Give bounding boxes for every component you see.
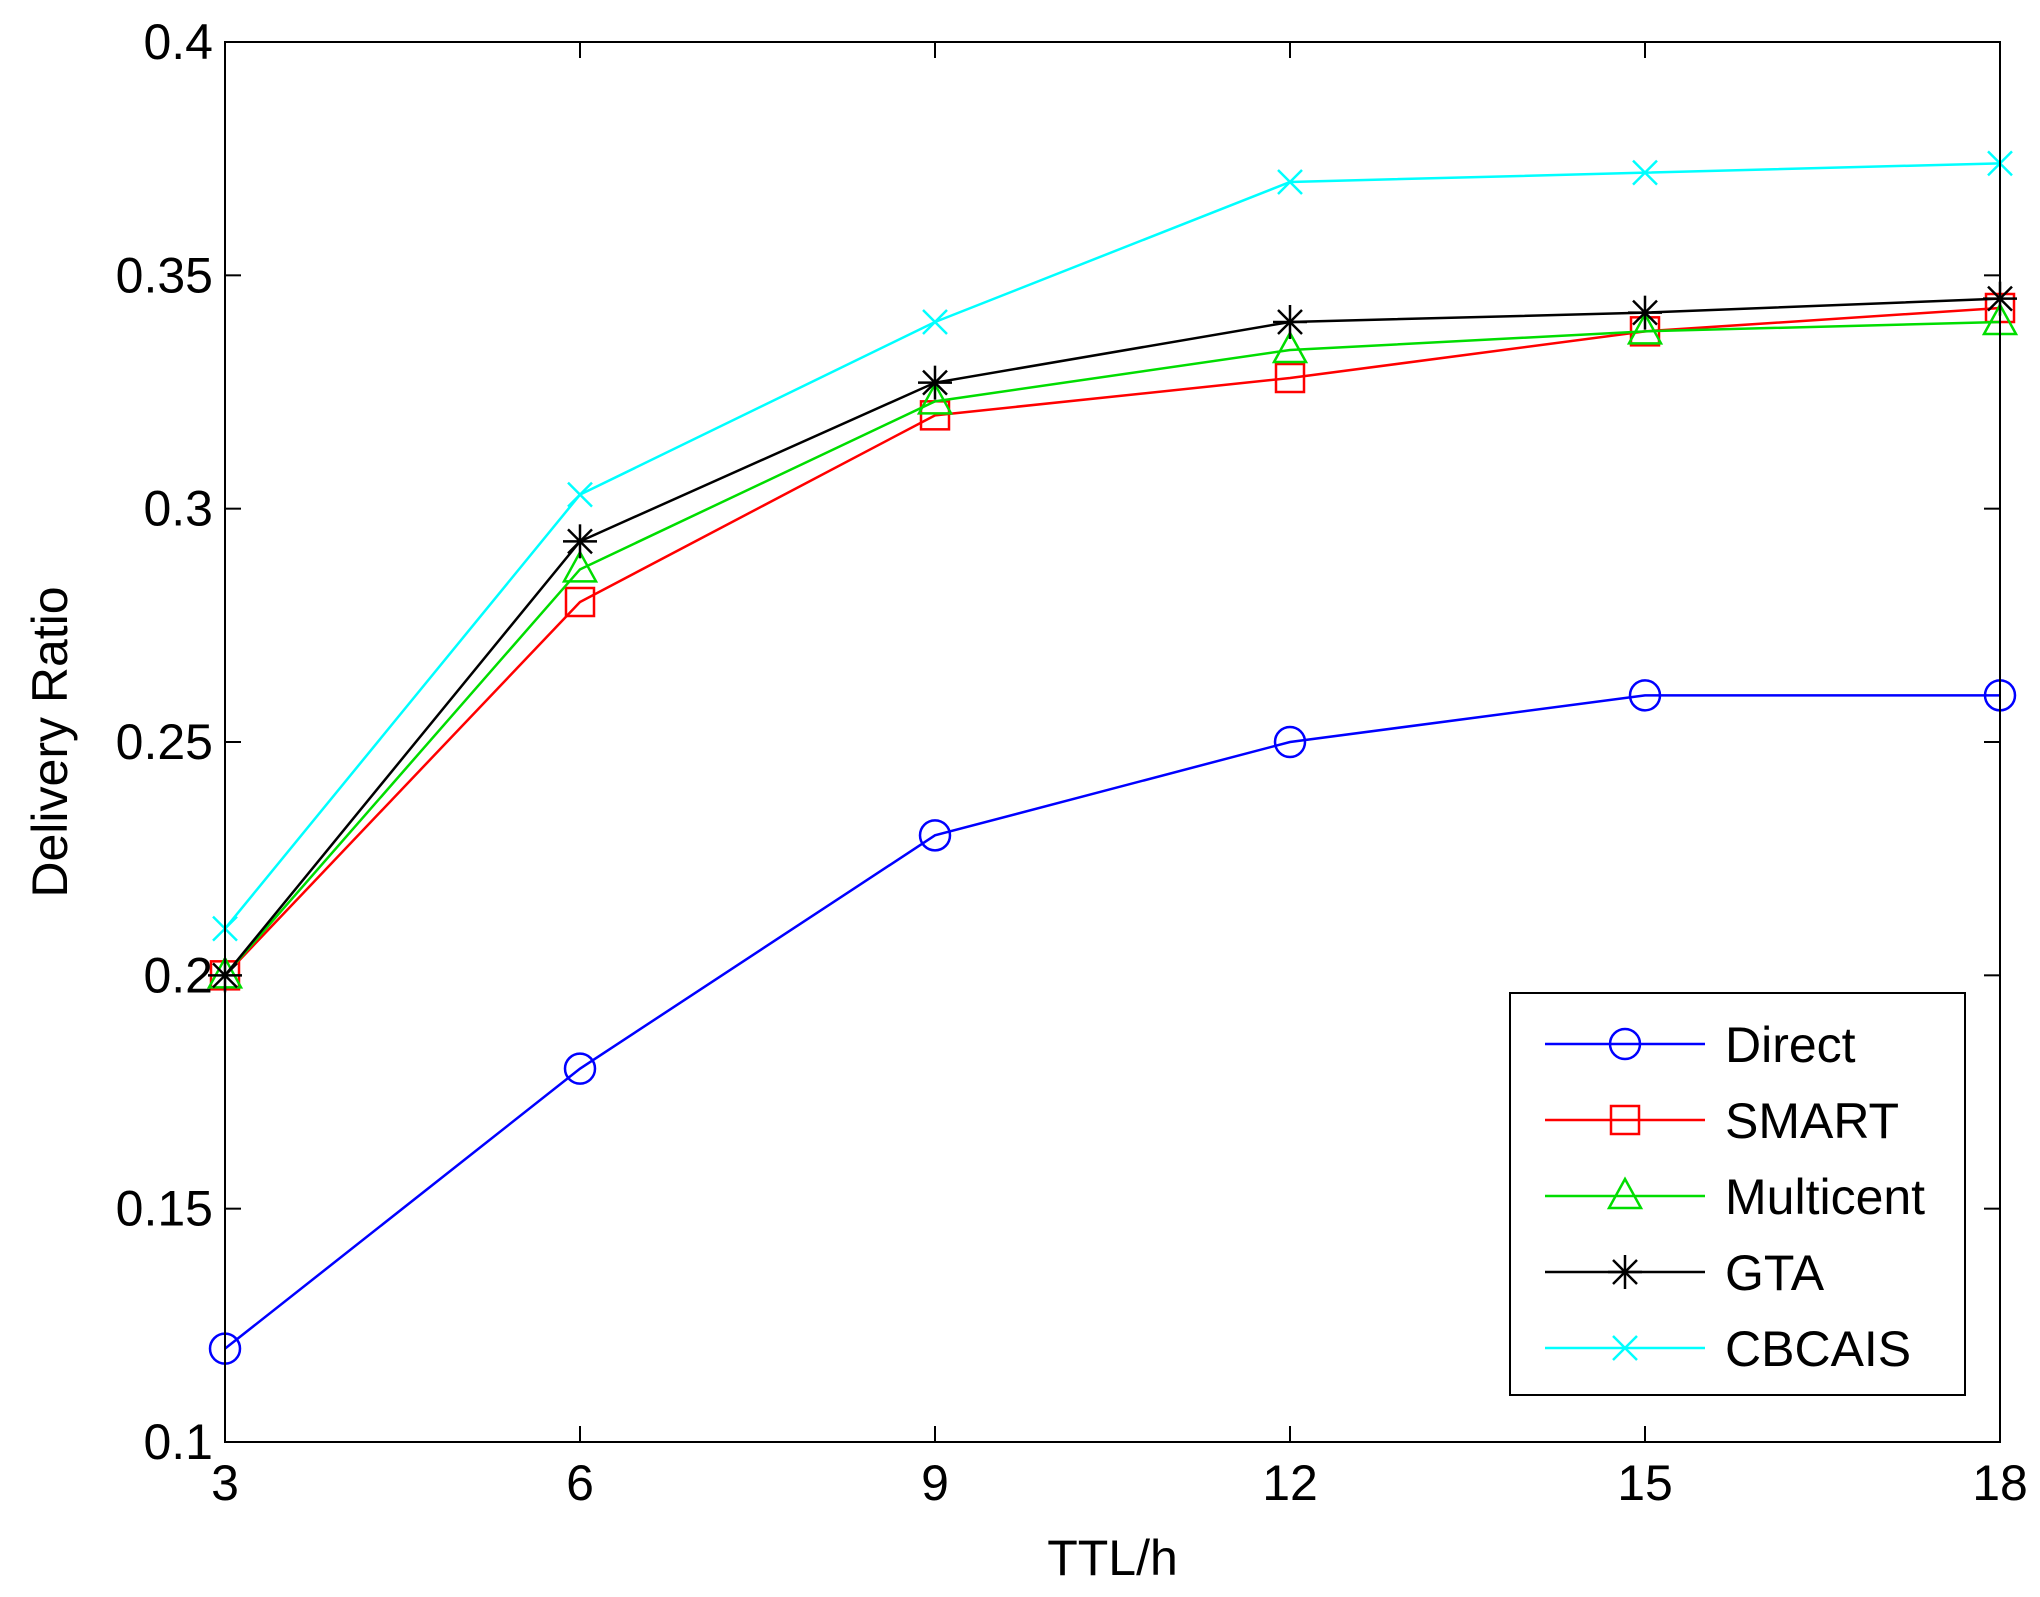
legend-label-cbcais: CBCAIS: [1725, 1321, 1911, 1377]
y-tick-label: 0.3: [143, 481, 213, 537]
x-tick-label: 3: [211, 1455, 239, 1511]
y-tick-label: 0.1: [143, 1414, 213, 1470]
legend-label-gta: GTA: [1725, 1245, 1825, 1301]
y-tick-label: 0.25: [116, 714, 213, 770]
x-tick-label: 12: [1262, 1455, 1318, 1511]
legend: Direct SMART Multicent GTA CBCAIS: [1509, 992, 1966, 1396]
data-point-cbcais: [1277, 169, 1303, 195]
series-line-direct: [224, 694, 2000, 1350]
x-tick-label: 15: [1617, 1455, 1673, 1511]
x-tick-label: 9: [921, 1455, 949, 1511]
series-line-gta: [224, 297, 2001, 977]
series-cbcais: [212, 150, 2013, 942]
y-tick-label: 0.15: [116, 1181, 213, 1237]
x-axis-label: TTL/h: [1047, 1530, 1178, 1586]
data-point-direct: [918, 819, 952, 852]
data-point-cbcais: [567, 481, 593, 508]
data-point-cbcais: [922, 309, 948, 335]
legend-entry-smart: SMART: [1545, 1093, 1899, 1149]
y-tick-label: 0.4: [143, 14, 213, 70]
data-point-smart: [564, 586, 596, 618]
data-point-direct: [1628, 679, 1662, 712]
data-point-smart: [1274, 362, 1306, 394]
x-tick-label: 6: [566, 1455, 594, 1511]
legend-label-smart: SMART: [1725, 1093, 1899, 1149]
series-line-cbcais: [224, 162, 2001, 930]
legend-marker-smart: [1609, 1104, 1641, 1136]
data-point-multicent: [1626, 311, 1664, 345]
legend-entry-direct: Direct: [1545, 1017, 1856, 1073]
data-point-gta: [563, 524, 597, 559]
data-point-gta: [1273, 305, 1307, 339]
y-tick-label: 0.2: [143, 947, 213, 1003]
x-tick-label: 18: [1972, 1455, 2028, 1511]
tick-labels: 3 6 9 12 15 18 0.1 0.15 0.2 0.25 0.3 0.35 0.4: [116, 14, 2028, 1511]
series-line-smart: [224, 306, 2001, 977]
data-point-gta: [918, 365, 952, 400]
legend-marker-direct: [1608, 1027, 1642, 1061]
data-point-gta: [1628, 295, 1662, 330]
legend-marker-multicent: [1606, 1176, 1644, 1210]
legend-entry-multicent: Multicent: [1545, 1169, 1925, 1225]
data-point-multicent: [1271, 330, 1309, 364]
legend-label-multicent: Multicent: [1725, 1169, 1925, 1225]
data-point-multicent: [916, 381, 954, 415]
data-point-direct: [1273, 725, 1307, 759]
series-line-multicent: [224, 320, 2001, 977]
legend-marker-cbcais: [1612, 1335, 1638, 1361]
plot-frame: [224, 41, 2001, 1443]
y-tick-label: 0.35: [116, 247, 213, 303]
data-point-cbcais: [1632, 159, 1658, 186]
data-point-multicent: [561, 549, 599, 583]
series-group: [206, 150, 2019, 1365]
y-axis-label: Delivery Ratio: [22, 586, 78, 897]
legend-box: [1509, 992, 1966, 1396]
data-point-direct: [563, 1052, 597, 1085]
legend-entry-gta: GTA: [1545, 1245, 1825, 1301]
legend-label-direct: Direct: [1725, 1017, 1856, 1073]
legend-entry-cbcais: CBCAIS: [1545, 1321, 1911, 1377]
legend-marker-gta: [1608, 1255, 1642, 1289]
